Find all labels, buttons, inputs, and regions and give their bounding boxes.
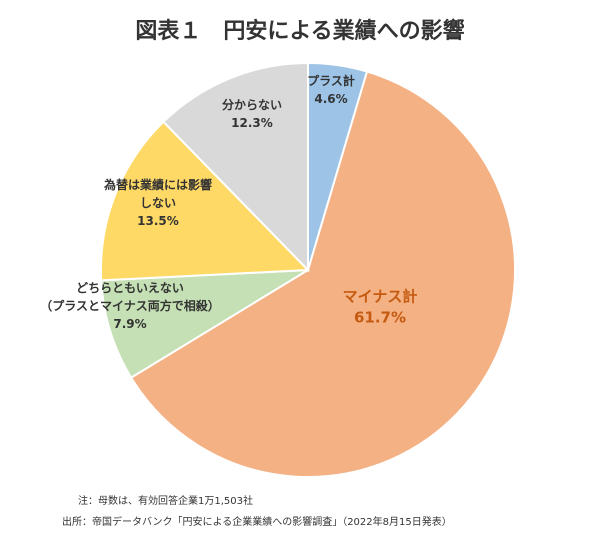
sample-size-note: 注：母数は、有効回答企業1万1,503社 <box>78 496 253 507</box>
slice-name-label: プラス計 <box>307 73 355 88</box>
slice-name-label: しない <box>140 196 176 210</box>
slice-name-label: （プラスとマイナス両方で相殺） <box>40 298 220 313</box>
pie-slice <box>100 269 309 379</box>
pie-labels: プラス計 4.6% マイナス計 61.7% どちらともいえない （プラスとマイナス両方で相… <box>40 73 417 331</box>
pie-slices <box>100 61 516 478</box>
slice-value-label: 4.6% <box>314 92 347 106</box>
pie-slice <box>100 120 311 282</box>
source-note: 出所：帝国データバンク「円安による企業業績への影響調査」（2022年8月15日発… <box>62 517 452 528</box>
slice-value-label: 13.5% <box>137 214 179 228</box>
slice-name-label: 分からない <box>222 97 282 112</box>
slice-name-label: マイナス計 <box>343 288 418 306</box>
slice-value-label: 7.9% <box>113 317 146 331</box>
slice-value-label: 61.7% <box>354 309 406 327</box>
slice-name-label: どちらともいえない <box>76 281 184 295</box>
pie-slice <box>129 70 516 478</box>
pie-slice <box>162 61 309 273</box>
slice-name-label: 為替は業績には影響 <box>104 177 212 192</box>
chart-title: 図表１ 円安による業績への影響 <box>135 18 464 44</box>
slice-value-label: 12.3% <box>231 116 273 130</box>
